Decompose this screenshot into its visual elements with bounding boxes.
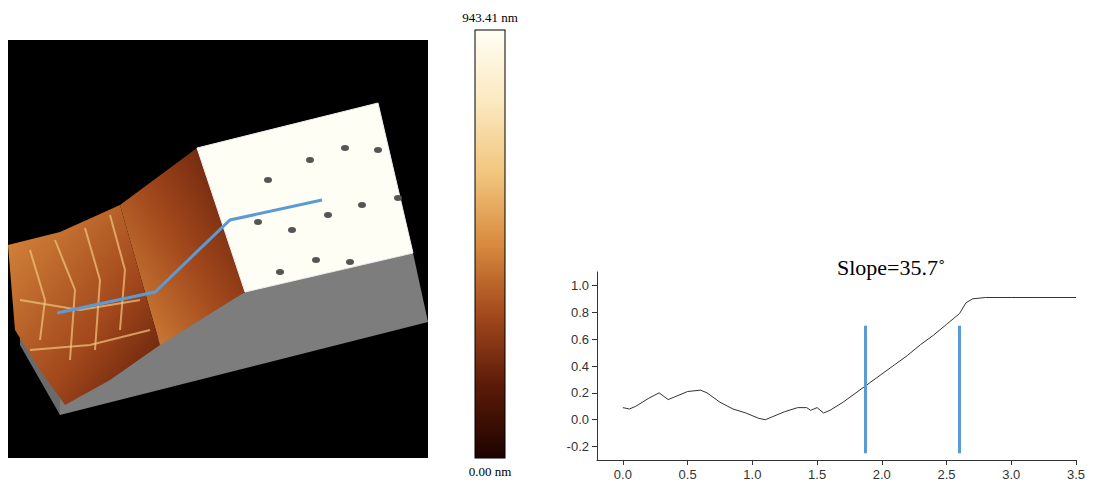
svg-text:0.5: 0.5 [679, 467, 697, 482]
svg-text:Slope=35.7˚: Slope=35.7˚ [837, 255, 945, 280]
svg-text:1.0: 1.0 [571, 278, 589, 293]
svg-text:0.6: 0.6 [571, 332, 589, 347]
svg-text:0.0: 0.0 [571, 412, 589, 427]
svg-text:2.5: 2.5 [938, 467, 956, 482]
svg-text:0.8: 0.8 [571, 305, 589, 320]
svg-text:3.0: 3.0 [1002, 467, 1020, 482]
svg-text:0.4: 0.4 [571, 359, 589, 374]
svg-text:0.00 nm: 0.00 nm [469, 464, 512, 479]
svg-text:1.0: 1.0 [743, 467, 761, 482]
svg-text:-0.2: -0.2 [567, 439, 589, 454]
svg-text:0.0: 0.0 [614, 467, 632, 482]
svg-text:943.41 nm: 943.41 nm [462, 10, 518, 25]
svg-text:3.5: 3.5 [1067, 467, 1085, 482]
svg-text:1.5: 1.5 [808, 467, 826, 482]
svg-text:0.2: 0.2 [571, 385, 589, 400]
svg-text:2.0: 2.0 [873, 467, 891, 482]
